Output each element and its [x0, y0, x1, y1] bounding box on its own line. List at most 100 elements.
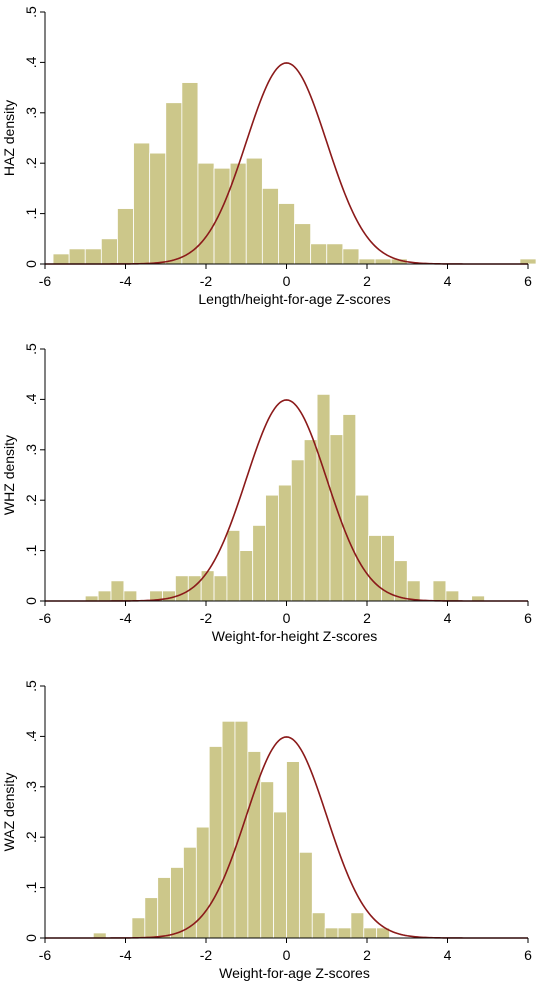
histogram-bar: [208, 746, 223, 939]
x-tick-label: -4: [119, 947, 132, 963]
histogram-bar: [165, 102, 183, 265]
y-tick-label: .4: [23, 730, 39, 742]
x-tick-label: -4: [119, 610, 132, 626]
histogram-bar: [131, 917, 146, 939]
histogram-bar: [342, 248, 360, 265]
histogram-bar: [358, 258, 376, 265]
histogram-bar: [381, 535, 395, 602]
chart-panel-2: 0 .1 .2 .3 .4 .5 -6 -4 -2 0 2 4 6 Weight-for-height Z…: [1, 343, 536, 644]
histogram-bar: [226, 530, 241, 602]
y-tick-label: .5: [23, 680, 39, 692]
y-tick-label: .1: [23, 208, 39, 220]
histogram-bar: [298, 851, 313, 939]
histogram-bar: [303, 439, 318, 602]
histogram-bar: [294, 223, 312, 265]
y-tick-label: .3: [23, 444, 39, 456]
y-tick-label: .1: [23, 882, 39, 894]
histogram-bar: [273, 811, 287, 939]
histogram-bar: [133, 142, 151, 265]
histogram-bar: [355, 494, 370, 602]
histogram-bar: [286, 761, 300, 939]
histogram-bar: [110, 580, 125, 602]
chart-panel-1: 0 .1 .2 .3 .4 .5 -6 -4 -2 0 2 4 6 Length/height-for-a…: [1, 6, 536, 307]
histogram-bar: [290, 459, 305, 602]
histogram-bar: [123, 590, 138, 602]
histogram-bar: [239, 550, 254, 602]
x-tick-label: -2: [200, 947, 213, 963]
histogram-bar: [432, 580, 447, 602]
histogram-bar: [445, 590, 460, 602]
histogram-bar: [149, 152, 167, 265]
histogram-bar: [221, 720, 236, 939]
histogram-bar: [97, 590, 112, 602]
y-tick-label: .2: [23, 494, 39, 506]
histogram-bar: [326, 243, 344, 265]
histogram-bar: [252, 525, 266, 602]
y-tick-label: .2: [23, 157, 39, 169]
x-tick-label: 4: [444, 273, 452, 289]
x-tick-label: 2: [363, 273, 371, 289]
histogram-bar: [175, 575, 189, 602]
histogram-bar: [329, 434, 344, 602]
histogram-bar: [200, 570, 215, 602]
histogram-bar: [265, 494, 279, 602]
histogram-bar: [187, 575, 202, 602]
x-tick-label: -6: [39, 273, 52, 289]
y-tick-label: .3: [23, 107, 39, 119]
histogram-bar: [181, 82, 199, 265]
x-tick-label: 4: [444, 947, 452, 963]
histogram-bar: [68, 248, 86, 265]
y-tick-label: .4: [23, 56, 39, 68]
histogram-bar: [278, 203, 295, 265]
histogram-bar: [374, 258, 392, 265]
y-axis-title: WAZ density: [1, 773, 17, 852]
histogram-bar: [406, 580, 421, 602]
histogram-bar: [117, 208, 134, 265]
histogram-bar: [311, 912, 326, 939]
histogram-bar: [363, 927, 378, 939]
x-tick-label: 0: [283, 947, 291, 963]
histogram-bar: [195, 826, 210, 939]
y-tick-label: 0: [23, 260, 39, 268]
histogram-bar: [316, 393, 331, 602]
x-tick-label: 2: [363, 610, 371, 626]
x-tick-label: 2: [363, 947, 371, 963]
x-axis-title: Weight-for-height Z-scores: [212, 628, 377, 644]
histogram-bar: [197, 162, 215, 265]
histogram-bar: [52, 253, 70, 265]
x-tick-label: 4: [444, 610, 452, 626]
y-axis-title: WHZ density: [1, 435, 17, 515]
y-tick-label: .3: [23, 781, 39, 793]
histogram-bar: [324, 927, 339, 939]
y-axis-title: HAZ density: [1, 100, 17, 176]
histogram-bar: [342, 414, 357, 602]
histogram-bar: [337, 927, 352, 939]
x-axis-title: Weight-for-age Z-scores: [219, 965, 370, 981]
x-tick-label: -4: [119, 273, 132, 289]
histogram-bar: [229, 162, 247, 265]
x-tick-label: -2: [200, 273, 213, 289]
histogram-bar: [350, 912, 365, 939]
histogram-bar: [157, 877, 171, 939]
histogram-bar: [213, 575, 228, 602]
y-tick-label: .4: [23, 393, 39, 405]
histogram-bar: [261, 187, 279, 265]
y-tick-label: .2: [23, 831, 39, 843]
histogram-bar: [393, 560, 408, 602]
histogram-bar: [368, 535, 382, 602]
y-tick-label: 0: [23, 597, 39, 605]
y-tick-label: .1: [23, 545, 39, 557]
y-tick-label: 0: [23, 934, 39, 942]
x-tick-label: -6: [39, 947, 52, 963]
y-tick-label: .5: [23, 343, 39, 355]
histogram-bar: [183, 846, 197, 939]
histogram-bar: [245, 157, 263, 265]
y-tick-label: .5: [23, 6, 39, 18]
histogram-bar: [213, 167, 231, 265]
histogram-bar: [84, 248, 102, 265]
x-tick-label: 0: [283, 273, 291, 289]
histogram-bar: [278, 484, 292, 602]
histogram-bar: [100, 238, 118, 265]
chart-panel-3: 0 .1 .2 .3 .4 .5 -6 -4 -2 0 2 4 6 Weight-for-age Z-sc…: [1, 680, 532, 981]
